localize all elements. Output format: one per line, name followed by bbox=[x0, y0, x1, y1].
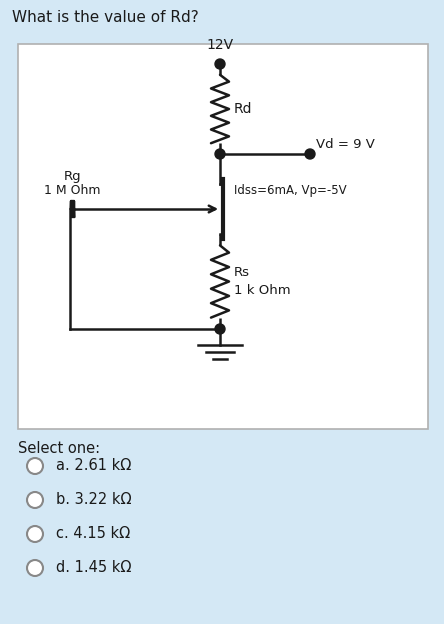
FancyBboxPatch shape bbox=[18, 44, 428, 429]
Circle shape bbox=[215, 324, 225, 334]
Text: Vd = 9 V: Vd = 9 V bbox=[316, 137, 375, 150]
Circle shape bbox=[215, 59, 225, 69]
Text: Idss=6mA, Vp=-5V: Idss=6mA, Vp=-5V bbox=[234, 184, 347, 197]
Circle shape bbox=[27, 458, 43, 474]
Text: 12V: 12V bbox=[206, 38, 234, 52]
Circle shape bbox=[27, 526, 43, 542]
Text: Select one:: Select one: bbox=[18, 441, 100, 456]
Text: What is the value of Rd?: What is the value of Rd? bbox=[12, 10, 199, 25]
Text: c. 4.15 kΩ: c. 4.15 kΩ bbox=[56, 527, 130, 542]
Text: Rd: Rd bbox=[234, 102, 253, 116]
Circle shape bbox=[27, 560, 43, 576]
Text: 1 M Ohm: 1 M Ohm bbox=[44, 184, 101, 197]
Circle shape bbox=[305, 149, 315, 159]
Text: a. 2.61 kΩ: a. 2.61 kΩ bbox=[56, 459, 131, 474]
Text: Rs
1 k Ohm: Rs 1 k Ohm bbox=[234, 266, 291, 296]
Text: d. 1.45 kΩ: d. 1.45 kΩ bbox=[56, 560, 131, 575]
Text: b. 3.22 kΩ: b. 3.22 kΩ bbox=[56, 492, 131, 507]
Circle shape bbox=[27, 492, 43, 508]
Circle shape bbox=[215, 149, 225, 159]
Text: Rg: Rg bbox=[63, 170, 81, 183]
